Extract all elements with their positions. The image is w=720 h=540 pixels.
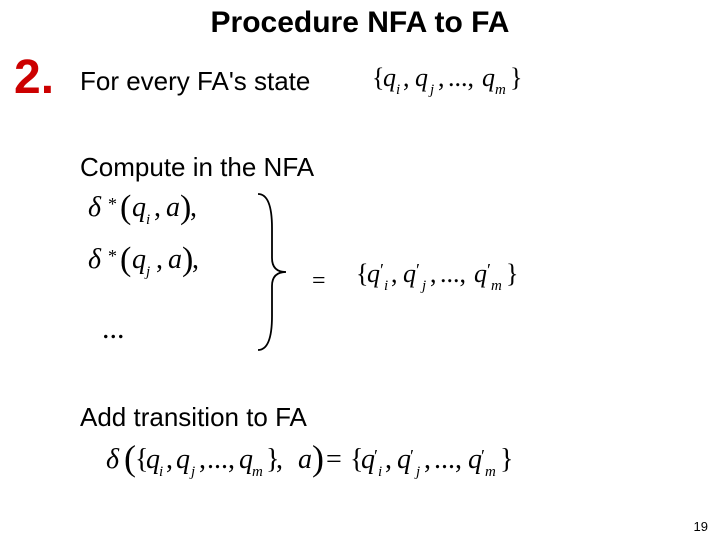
step-number: 2. <box>14 50 54 105</box>
svg-text:q: q <box>468 444 482 475</box>
svg-text:q: q <box>146 444 160 475</box>
svg-text:i: i <box>146 212 150 228</box>
svg-text:q: q <box>482 63 495 92</box>
svg-text:m: m <box>495 82 506 98</box>
svg-text:a: a <box>298 444 312 475</box>
page-number: 19 <box>694 519 708 534</box>
svg-text:m: m <box>491 278 502 294</box>
svg-text:m: m <box>252 464 263 480</box>
equals-sign: = <box>312 268 326 295</box>
delta-star-block: δ * ( q i , a ) , δ * ( q j , a ) , ... <box>88 188 318 388</box>
result-set-formula: { q ′ i , q ′ j , ..., q ′ m } <box>356 254 576 298</box>
svg-text:j: j <box>428 82 434 98</box>
svg-text:i: i <box>378 464 382 480</box>
svg-text:...,: ..., <box>434 444 462 475</box>
svg-text:δ: δ <box>106 444 120 475</box>
svg-text:...: ... <box>102 312 125 345</box>
svg-text:i: i <box>396 82 400 98</box>
svg-text:,: , <box>391 259 398 288</box>
svg-text:q: q <box>132 192 146 223</box>
svg-text:(: ( <box>120 241 131 278</box>
svg-text:,: , <box>385 444 392 475</box>
svg-text:q: q <box>474 259 487 288</box>
svg-text:q: q <box>176 444 190 475</box>
svg-text:δ: δ <box>88 192 102 223</box>
svg-text:,: , <box>166 444 173 475</box>
svg-text:a: a <box>166 192 180 223</box>
svg-text:q: q <box>397 444 411 475</box>
svg-text:): ) <box>312 438 324 478</box>
svg-text:...,: ..., <box>207 444 235 475</box>
svg-text:q: q <box>383 63 396 92</box>
svg-text:}: } <box>506 259 518 288</box>
svg-text:,: , <box>156 244 163 275</box>
svg-text:q: q <box>239 444 253 475</box>
svg-text:,: , <box>403 63 410 92</box>
svg-text:*: * <box>108 246 117 266</box>
svg-text:′: ′ <box>374 446 378 466</box>
svg-text:...,: ..., <box>448 63 474 92</box>
svg-text:,: , <box>192 244 199 275</box>
svg-text:i: i <box>159 464 163 480</box>
svg-text:m: m <box>485 464 496 480</box>
svg-text:}: } <box>510 63 522 92</box>
svg-text:a: a <box>168 244 182 275</box>
svg-text:,: , <box>190 192 197 223</box>
transition-formula: δ ( { q i , q j , ..., q m } , a ) = { q… <box>106 438 646 486</box>
svg-text:(: ( <box>120 189 131 226</box>
state-set-formula: { q i , q j , ..., q m } <box>372 58 572 102</box>
svg-text:j: j <box>420 278 426 294</box>
svg-text:′: ′ <box>380 260 384 280</box>
svg-text:*: * <box>108 194 117 214</box>
svg-text:q: q <box>361 444 375 475</box>
svg-text:′: ′ <box>487 260 491 280</box>
svg-text:q: q <box>403 259 416 288</box>
svg-text:...,: ..., <box>440 259 466 288</box>
svg-text:δ: δ <box>88 244 102 275</box>
slide-title: Procedure NFA to FA <box>0 6 720 40</box>
svg-text:,: , <box>154 192 161 223</box>
line-add-transition: Add transition to FA <box>80 402 307 433</box>
svg-text:j: j <box>414 464 420 480</box>
svg-text:q: q <box>415 63 428 92</box>
svg-text:,: , <box>199 444 206 475</box>
svg-text:q: q <box>367 259 380 288</box>
svg-text:=: = <box>326 444 342 475</box>
line-compute-in-nfa: Compute in the NFA <box>80 152 314 183</box>
svg-text:}: } <box>500 444 513 475</box>
svg-text:,: , <box>276 444 283 475</box>
line-for-every-state: For every FA's state <box>80 66 310 97</box>
svg-text:′: ′ <box>481 446 485 466</box>
svg-text:i: i <box>384 278 388 294</box>
svg-text:,: , <box>438 63 445 92</box>
svg-text:q: q <box>132 244 146 275</box>
svg-text:,: , <box>424 444 431 475</box>
svg-text:,: , <box>430 259 437 288</box>
svg-text:′: ′ <box>416 260 420 280</box>
svg-text:′: ′ <box>410 446 414 466</box>
